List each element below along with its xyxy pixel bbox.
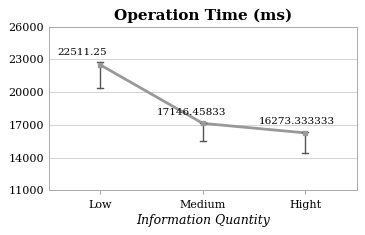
- Text: 17146.45833: 17146.45833: [157, 108, 226, 117]
- Title: Operation Time (ms): Operation Time (ms): [114, 8, 292, 23]
- Text: 22511.25: 22511.25: [57, 48, 107, 57]
- X-axis label: Information Quantity: Information Quantity: [136, 214, 270, 227]
- Text: 16273.333333: 16273.333333: [259, 117, 335, 126]
